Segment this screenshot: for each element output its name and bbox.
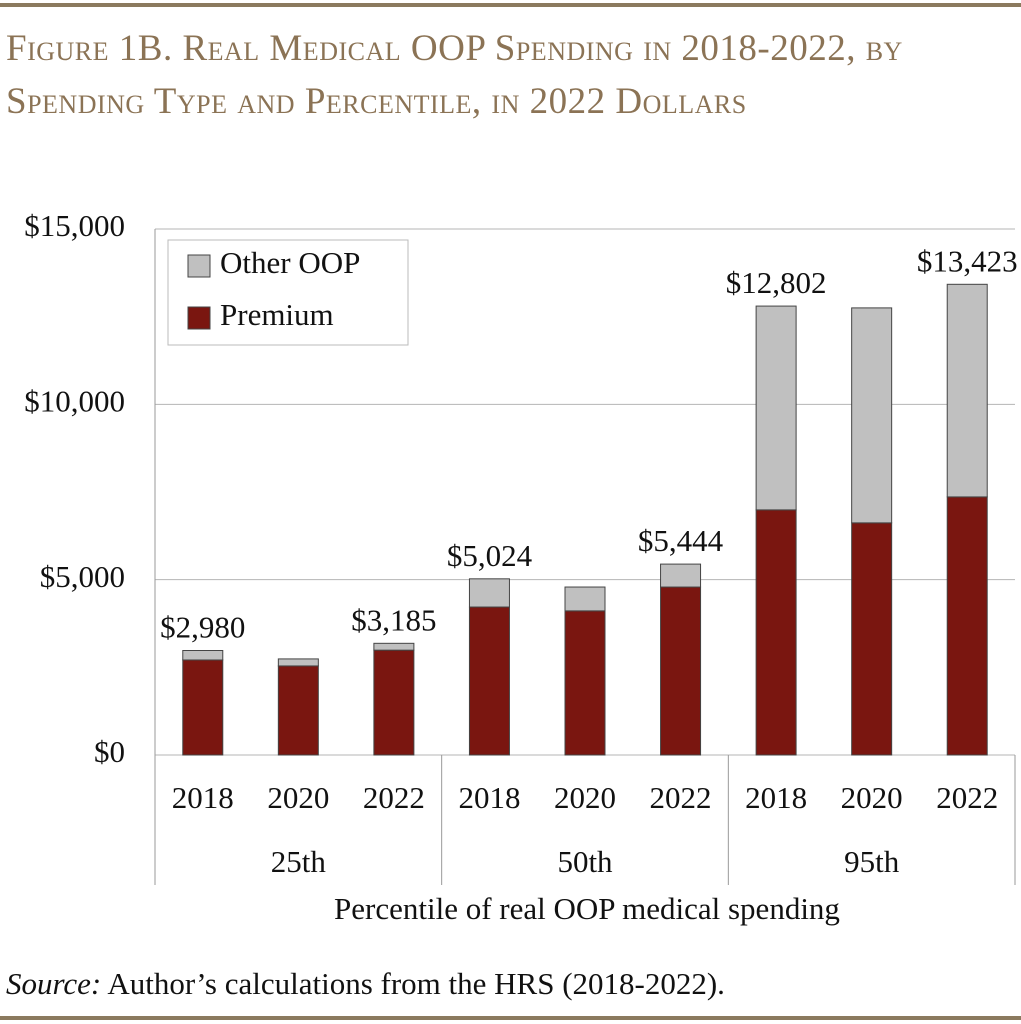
bar-segment [564, 586, 606, 612]
bar-segment [851, 522, 893, 756]
x-tick-label: 2020 [554, 780, 616, 815]
x-tick-label: 2018 [172, 780, 234, 815]
x-tick-label: 2018 [745, 780, 807, 815]
bar-segment [660, 586, 702, 756]
y-tick-label: $0 [94, 734, 125, 769]
bar-segment [182, 659, 224, 756]
source: Source: Author’s calculations from the H… [6, 966, 725, 1002]
x-tick-label: 2022 [363, 780, 425, 815]
bar-segment [277, 658, 319, 667]
chart-title: Figure 1B. Real Medical OOP Spending in … [6, 28, 903, 122]
total-label: $12,802 [726, 265, 827, 300]
x-tick-label: 2022 [936, 780, 998, 815]
x-tick-label: 2018 [458, 780, 520, 815]
bar-segment [373, 649, 415, 756]
bar-segment [182, 650, 224, 661]
y-tick-label: $5,000 [40, 559, 125, 594]
legend-label: Premium [220, 297, 334, 332]
bar-segment [946, 283, 988, 498]
bar-segment [373, 642, 415, 651]
bar-segment [946, 496, 988, 756]
legend-swatch [187, 254, 211, 278]
source-text: Author’s calculations from the HRS (2018… [107, 966, 725, 1001]
bar-segment [755, 305, 797, 511]
x-axis-label: Percentile of real OOP medical spending [334, 891, 840, 926]
x-tick-label: 2020 [841, 780, 903, 815]
bar-segment [277, 665, 319, 756]
group-label: 25th [271, 844, 327, 879]
bottom-rule [0, 1016, 1021, 1020]
total-label: $2,980 [160, 610, 245, 645]
top-rule [0, 3, 1021, 7]
bar-segment [851, 307, 893, 524]
bar-segment [755, 509, 797, 756]
group-label: 50th [557, 844, 613, 879]
legend-label: Other OOP [220, 245, 360, 280]
y-tick-label: $15,000 [24, 208, 125, 243]
total-label: $5,444 [638, 523, 724, 558]
bar-segment [468, 606, 510, 756]
legend-swatch [187, 306, 211, 330]
total-label: $3,185 [351, 602, 436, 637]
bar-segment [468, 578, 510, 608]
source-label: Source: [6, 966, 102, 1001]
total-label: $13,423 [917, 243, 1018, 278]
x-tick-label: 2022 [650, 780, 712, 815]
group-label: 95th [844, 844, 900, 879]
x-tick-label: 2020 [267, 780, 329, 815]
bar-segment [564, 610, 606, 756]
total-label: $5,024 [447, 538, 533, 573]
y-tick-label: $10,000 [24, 383, 125, 418]
bar-segment [660, 563, 702, 588]
